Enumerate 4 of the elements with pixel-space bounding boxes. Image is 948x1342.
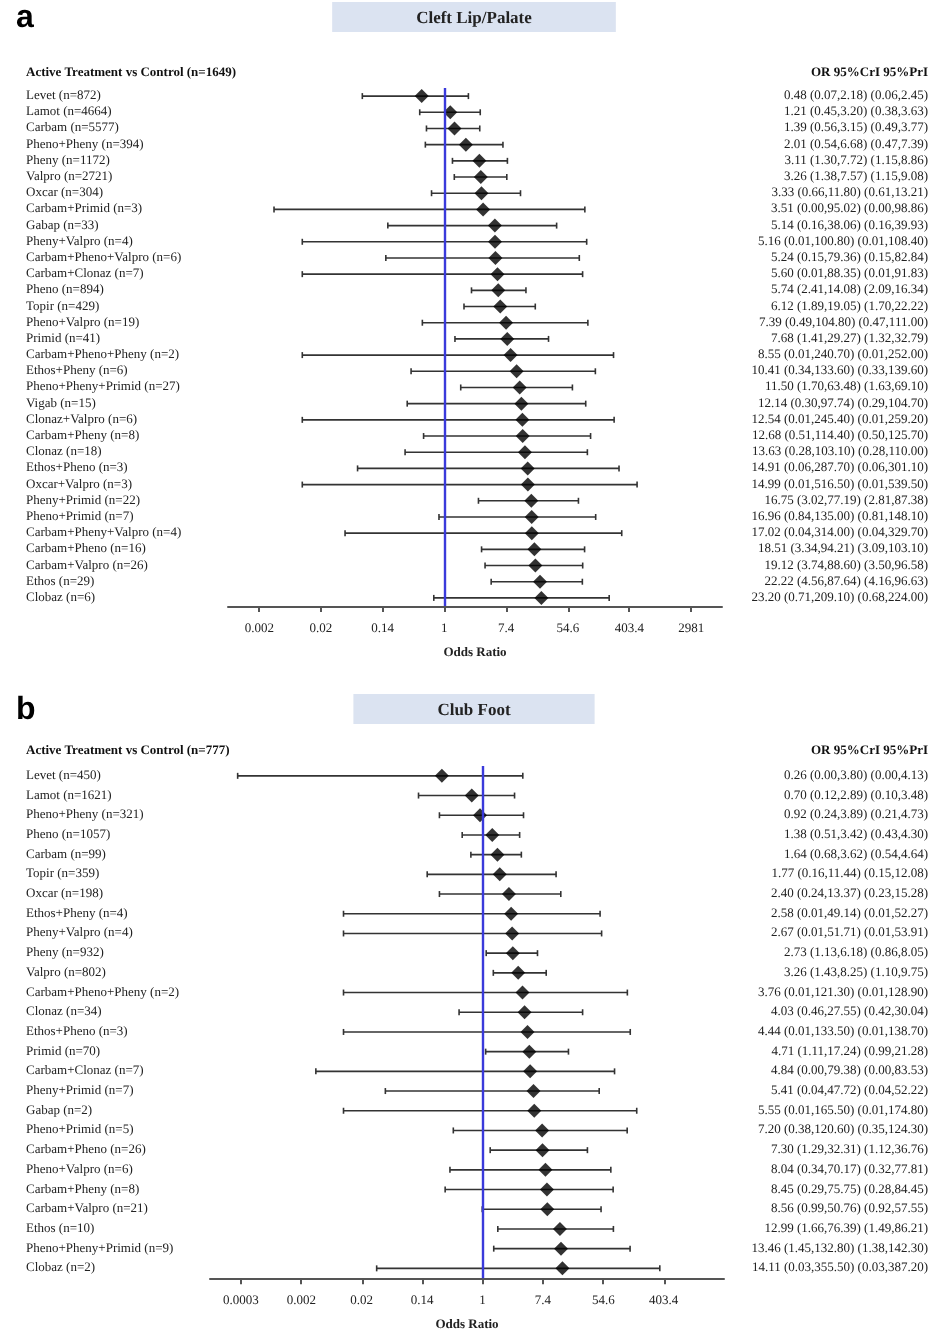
text: b (16, 693, 36, 727)
text: a (16, 1, 34, 35)
chart-title: Cleft Lip/Palate (416, 7, 533, 27)
chart-title: Club Foot (437, 699, 511, 719)
